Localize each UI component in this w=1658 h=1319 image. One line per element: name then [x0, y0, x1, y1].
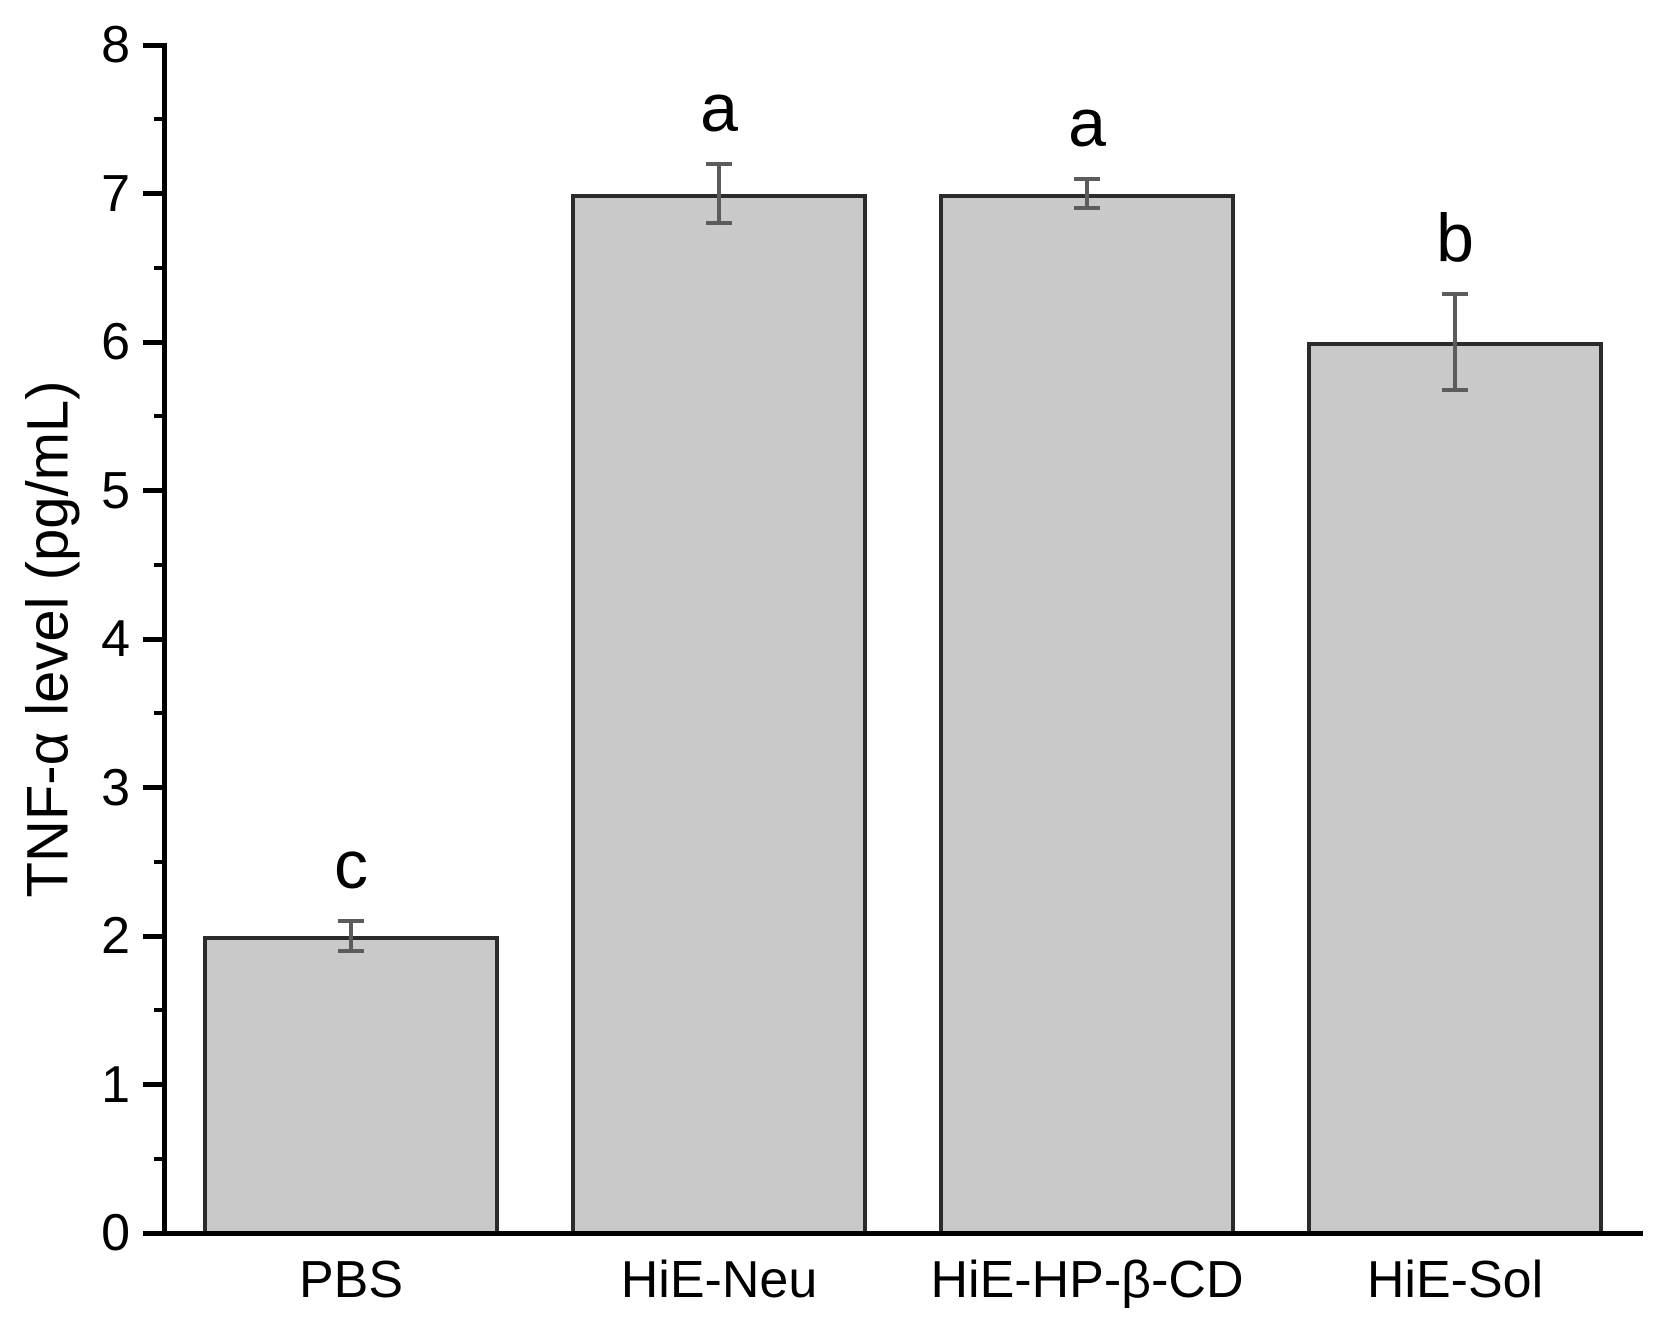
- x-category-label-2: HiE-Neu: [620, 1251, 818, 1309]
- y-tick-label: 5: [101, 462, 130, 520]
- y-tick-label: 6: [101, 313, 130, 371]
- y-minor-tick: [154, 711, 167, 715]
- y-tick-label: 1: [101, 1056, 130, 1114]
- bar-HiE-Sol: [1307, 342, 1603, 1235]
- y-tick-label: 4: [101, 610, 130, 668]
- bar-HiE-HP-β-CD: [939, 194, 1235, 1236]
- x-category-label-4: HiE-Sol: [1366, 1251, 1544, 1309]
- y-major-tick: [143, 43, 167, 48]
- error-bar-cap-top: [338, 919, 364, 923]
- y-tick-label: 0: [101, 1204, 130, 1262]
- error-bar-cap-top: [1074, 177, 1100, 181]
- x-axis-line: [143, 1231, 1643, 1236]
- bar-HiE-Neu: [571, 194, 867, 1236]
- error-bar-stem: [1085, 179, 1089, 209]
- error-bar-cap-top: [1442, 292, 1468, 296]
- y-minor-tick: [154, 414, 167, 418]
- y-minor-tick: [154, 266, 167, 270]
- bar-PBS: [203, 936, 499, 1235]
- y-major-tick: [143, 191, 167, 196]
- y-major-tick: [143, 934, 167, 939]
- y-major-tick: [143, 637, 167, 642]
- x-category-label-1: PBS: [298, 1251, 404, 1309]
- error-bar-cap-bottom: [706, 221, 732, 225]
- y-major-tick: [143, 1082, 167, 1087]
- y-minor-tick: [154, 563, 167, 567]
- significance-letter-b: b: [1436, 200, 1474, 276]
- y-tick-label: 3: [101, 759, 130, 817]
- error-bar-cap-bottom: [1442, 388, 1468, 392]
- error-bar-cap-top: [706, 162, 732, 166]
- y-minor-tick: [154, 1008, 167, 1012]
- y-tick-label: 2: [101, 907, 130, 965]
- y-tick-label: 7: [101, 165, 130, 223]
- error-bar-cap-bottom: [1074, 206, 1100, 210]
- significance-letter-a: a: [1068, 85, 1106, 161]
- significance-letter-c: c: [334, 827, 368, 903]
- y-major-tick: [143, 488, 167, 493]
- y-major-tick: [143, 785, 167, 790]
- significance-letter-a: a: [700, 70, 738, 146]
- error-bar-stem: [1453, 294, 1457, 389]
- y-tick-label: 8: [101, 16, 130, 74]
- y-minor-tick: [154, 117, 167, 121]
- error-bar-cap-bottom: [338, 949, 364, 953]
- y-axis-line: [162, 43, 167, 1236]
- error-bar-stem: [717, 164, 721, 223]
- y-minor-tick: [154, 860, 167, 864]
- y-major-tick: [143, 340, 167, 345]
- error-bar-stem: [349, 921, 353, 951]
- y-minor-tick: [154, 1157, 167, 1161]
- x-category-label-3: HiE-HP-β-CD: [930, 1251, 1244, 1309]
